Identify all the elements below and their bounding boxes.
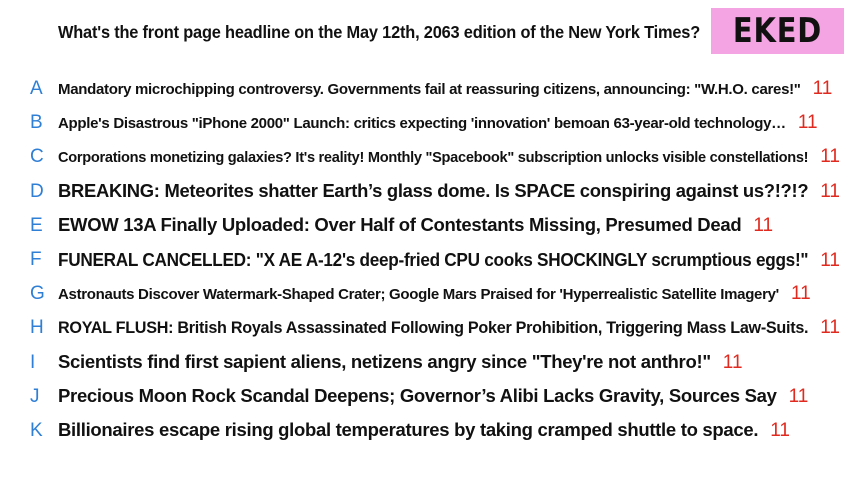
option-f: F FUNERAL CANCELLED: "X AE A-12's deep-f… xyxy=(0,243,853,277)
option-letter: J xyxy=(30,385,40,407)
option-letter: H xyxy=(30,317,44,339)
option-letter: K xyxy=(30,419,43,441)
option-score: 11 xyxy=(820,249,840,271)
option-letter: D xyxy=(30,180,44,202)
option-text: FUNERAL CANCELLED: "X AE A-12's deep-fri… xyxy=(58,248,809,270)
option-score: 11 xyxy=(788,386,809,408)
team-badge-label: EKED xyxy=(732,11,823,51)
option-d: D BREAKING: Meteorites shatter Earth’s g… xyxy=(0,175,853,209)
option-score: 11 xyxy=(753,215,774,237)
option-score: 11 xyxy=(820,181,840,203)
options-list: A Mandatory microchipping controversy. G… xyxy=(0,72,853,448)
option-score: 11 xyxy=(770,420,790,442)
option-score: 11 xyxy=(790,283,811,305)
option-letter: C xyxy=(30,146,44,168)
option-text: EWOW 13A Finally Uploaded: Over Half of … xyxy=(58,214,742,236)
option-score: 11 xyxy=(812,78,833,100)
option-i: I Scientists find first sapient aliens, … xyxy=(0,346,853,380)
option-text: Precious Moon Rock Scandal Deepens; Gove… xyxy=(58,385,777,407)
option-score: 11 xyxy=(820,146,840,168)
option-g: G Astronauts Discover Watermark-Shaped C… xyxy=(0,277,853,311)
option-text: Scientists find first sapient aliens, ne… xyxy=(58,351,711,373)
option-text: Mandatory microchipping controversy. Gov… xyxy=(58,81,801,99)
option-letter: A xyxy=(30,78,43,100)
option-text: ROYAL FLUSH: British Royals Assassinated… xyxy=(58,318,809,338)
option-b: B Apple's Disastrous "iPhone 2000" Launc… xyxy=(0,106,853,140)
option-text: Billionaires escape rising global temper… xyxy=(58,419,759,441)
option-text: BREAKING: Meteorites shatter Earth’s gla… xyxy=(58,180,809,202)
option-text: Apple's Disastrous "iPhone 2000" Launch:… xyxy=(58,115,786,133)
option-a: A Mandatory microchipping controversy. G… xyxy=(0,72,853,106)
option-score: 11 xyxy=(797,112,818,134)
option-text: Corporations monetizing galaxies? It's r… xyxy=(58,149,809,167)
option-c: C Corporations monetizing galaxies? It's… xyxy=(0,140,853,174)
question-text: What's the front page headline on the Ma… xyxy=(58,22,700,42)
option-letter: B xyxy=(30,112,43,134)
option-j: J Precious Moon Rock Scandal Deepens; Go… xyxy=(0,380,853,414)
option-h: H ROYAL FLUSH: British Royals Assassinat… xyxy=(0,311,853,345)
option-letter: I xyxy=(30,351,36,373)
option-text: Astronauts Discover Watermark-Shaped Cra… xyxy=(58,286,779,304)
option-e: E EWOW 13A Finally Uploaded: Over Half o… xyxy=(0,209,853,243)
team-badge: EKED xyxy=(711,8,844,54)
option-letter: E xyxy=(30,214,43,236)
option-k: K Billionaires escape rising global temp… xyxy=(0,414,853,448)
option-letter: F xyxy=(30,249,42,271)
option-score: 11 xyxy=(722,352,743,374)
option-score: 11 xyxy=(820,317,840,339)
option-letter: G xyxy=(30,283,45,305)
